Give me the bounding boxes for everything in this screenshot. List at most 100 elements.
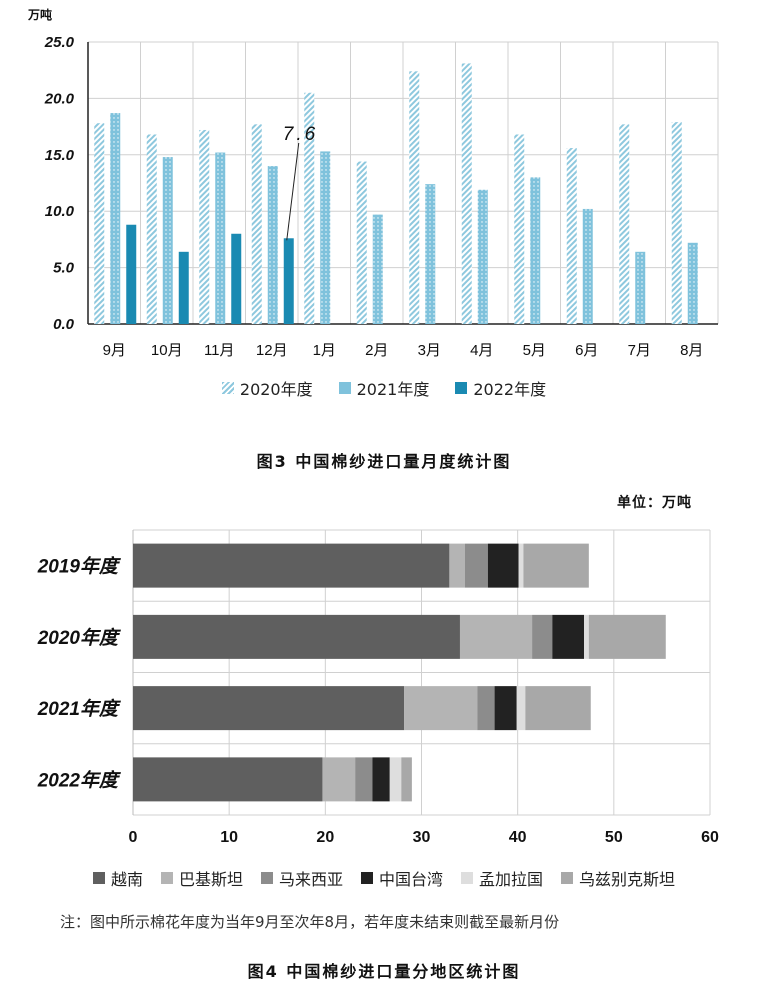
y-tick-label: 5.0 bbox=[53, 260, 75, 277]
bar-2021年度-9月 bbox=[110, 113, 121, 325]
bar-segment-孟加拉国-2019年度 bbox=[518, 543, 524, 588]
x-tick-label: 5月 bbox=[523, 342, 546, 359]
bar-segment-巴基斯坦-2019年度 bbox=[449, 543, 465, 588]
y-tick-label: 2020年度 bbox=[37, 627, 121, 649]
x-tick-label: 12月 bbox=[256, 342, 288, 359]
bar-segment-中国台湾-2019年度 bbox=[487, 543, 519, 588]
x-tick-label: 7月 bbox=[628, 342, 651, 359]
bar-segment-乌兹别克斯坦-2021年度 bbox=[525, 686, 591, 731]
x-tick-label: 10月 bbox=[151, 342, 183, 359]
bar-segment-中国台湾-2020年度 bbox=[552, 614, 585, 659]
legend-swatch bbox=[461, 872, 474, 884]
y-tick-label: 15.0 bbox=[45, 147, 75, 164]
legend-label: 2021年度 bbox=[356, 380, 430, 399]
legend-swatch bbox=[92, 872, 105, 884]
bar-2022年度-11月 bbox=[231, 233, 242, 324]
bar-segment-孟加拉国-2020年度 bbox=[584, 614, 589, 659]
bar-2020年度-12月 bbox=[251, 124, 262, 325]
bar-segment-乌兹别克斯坦-2019年度 bbox=[523, 543, 589, 588]
bar-segment-越南-2022年度 bbox=[133, 757, 323, 802]
bar-segment-巴基斯坦-2020年度 bbox=[459, 614, 533, 659]
bar-2020年度-9月 bbox=[94, 123, 105, 324]
bar-segment-乌兹别克斯坦-2022年度 bbox=[401, 757, 412, 802]
fig3-chart: 0.0 5.0 10.0 15.0 20.0 25.0 9月 10月 11月 12月 1月 2月 3月 4… bbox=[44, 34, 719, 359]
fig4-legend: 越南 巴基斯坦 马来西亚 中国台湾 孟加拉国 乌兹别克斯坦 bbox=[0, 866, 768, 890]
bar-2021年度-2月 bbox=[372, 214, 383, 324]
legend-label: 马来西亚 bbox=[278, 870, 343, 889]
x-tick-label: 40 bbox=[509, 829, 527, 846]
x-tick-label: 6月 bbox=[575, 342, 598, 359]
bar-2021年度-8月 bbox=[687, 242, 698, 324]
fig4-unit-label: 单位：万吨 bbox=[617, 495, 692, 511]
x-tick-label: 9月 bbox=[103, 342, 126, 359]
bar-2020年度-2月 bbox=[356, 161, 367, 324]
bar-segment-越南-2019年度 bbox=[133, 543, 450, 588]
bar-2021年度-10月 bbox=[162, 157, 173, 324]
bar-2020年度-6月 bbox=[566, 148, 577, 324]
annotation-leader-line bbox=[286, 142, 300, 241]
legend-label: 孟加拉国 bbox=[479, 870, 544, 889]
fig4-chart: 0 10 20 30 40 50 60 2019年度 2020年度 2021年度 2022年度 bbox=[37, 529, 719, 846]
bar-segment-马来西亚-2019年度 bbox=[464, 543, 488, 588]
bar-2022年度-12月 bbox=[283, 238, 294, 324]
bar-2021年度-5月 bbox=[530, 177, 541, 324]
bar-segment-中国台湾-2022年度 bbox=[372, 757, 390, 802]
bar-2020年度-7月 bbox=[619, 124, 630, 325]
bar-2021年度-1月 bbox=[320, 151, 331, 324]
bar-2020年度-4月 bbox=[461, 63, 472, 324]
bar-2020年度-1月 bbox=[304, 92, 315, 324]
bar-segment-乌兹别克斯坦-2020年度 bbox=[588, 614, 666, 659]
x-tick-label: 50 bbox=[605, 829, 623, 846]
bar-segment-巴基斯坦-2021年度 bbox=[404, 686, 478, 731]
bar-segment-马来西亚-2020年度 bbox=[532, 614, 553, 659]
legend-swatch bbox=[160, 872, 173, 884]
legend-item-马来西亚: 马来西亚 bbox=[260, 866, 343, 890]
y-tick-label: 2019年度 bbox=[37, 556, 121, 578]
legend-label: 乌兹别克斯坦 bbox=[579, 870, 676, 889]
x-tick-label: 4月 bbox=[470, 342, 493, 359]
legend-item-2022年度: 2022年度 bbox=[455, 376, 546, 400]
bar-segment-孟加拉国-2022年度 bbox=[389, 757, 402, 802]
bar-2021年度-12月 bbox=[267, 166, 278, 324]
legend-swatch bbox=[455, 382, 468, 394]
legend-swatch bbox=[561, 872, 574, 884]
bar-2021年度-4月 bbox=[477, 189, 488, 324]
x-tick-label: 20 bbox=[316, 829, 334, 846]
bar-segment-巴基斯坦-2022年度 bbox=[322, 757, 356, 802]
y-tick-label: 20.0 bbox=[44, 90, 75, 107]
bar-segment-马来西亚-2022年度 bbox=[355, 757, 373, 802]
bar-2020年度-8月 bbox=[671, 122, 682, 324]
legend-swatch bbox=[361, 872, 373, 884]
y-tick-label: 0.0 bbox=[53, 316, 75, 333]
bar-2020年度-5月 bbox=[514, 134, 525, 324]
legend-label: 巴基斯坦 bbox=[178, 870, 243, 889]
y-tick-label: 10.0 bbox=[45, 203, 75, 220]
x-tick-label: 1月 bbox=[313, 342, 336, 359]
bar-2021年度-11月 bbox=[215, 152, 226, 324]
legend-item-乌兹别克斯坦: 乌兹别克斯坦 bbox=[561, 866, 675, 890]
bar-segment-越南-2021年度 bbox=[133, 686, 405, 731]
legend-item-2021年度: 2021年度 bbox=[338, 376, 430, 400]
bar-segment-马来西亚-2021年度 bbox=[477, 686, 495, 731]
fig3-unit-label: 万吨 bbox=[28, 8, 53, 22]
bar-2020年度-3月 bbox=[409, 71, 420, 324]
fig4-note: 注：图中所示棉花年度为当年9月至次年8月，若年度未结束则截至最新月份 bbox=[60, 913, 560, 931]
legend-label: 中国台湾 bbox=[379, 870, 444, 889]
legend-item-中国台湾: 中国台湾 bbox=[361, 866, 443, 890]
bar-segment-越南-2020年度 bbox=[133, 614, 460, 659]
legend-swatch bbox=[221, 382, 234, 394]
x-tick-label: 11月 bbox=[204, 342, 235, 359]
legend-swatch bbox=[338, 382, 351, 394]
y-tick-label: 25.0 bbox=[44, 34, 75, 51]
x-tick-label: 2月 bbox=[365, 342, 388, 359]
annotation-label: 7.6 bbox=[283, 124, 318, 145]
x-tick-label: 10 bbox=[220, 829, 238, 846]
x-tick-label: 8月 bbox=[680, 342, 703, 359]
x-tick-label: 60 bbox=[701, 829, 719, 846]
y-tick-label: 2022年度 bbox=[37, 769, 121, 791]
bar-2021年度-7月 bbox=[635, 251, 646, 324]
bar-2022年度-10月 bbox=[178, 251, 189, 324]
legend-item-孟加拉国: 孟加拉国 bbox=[461, 866, 543, 890]
x-tick-label: 30 bbox=[413, 829, 431, 846]
legend-label: 2020年度 bbox=[239, 380, 313, 399]
